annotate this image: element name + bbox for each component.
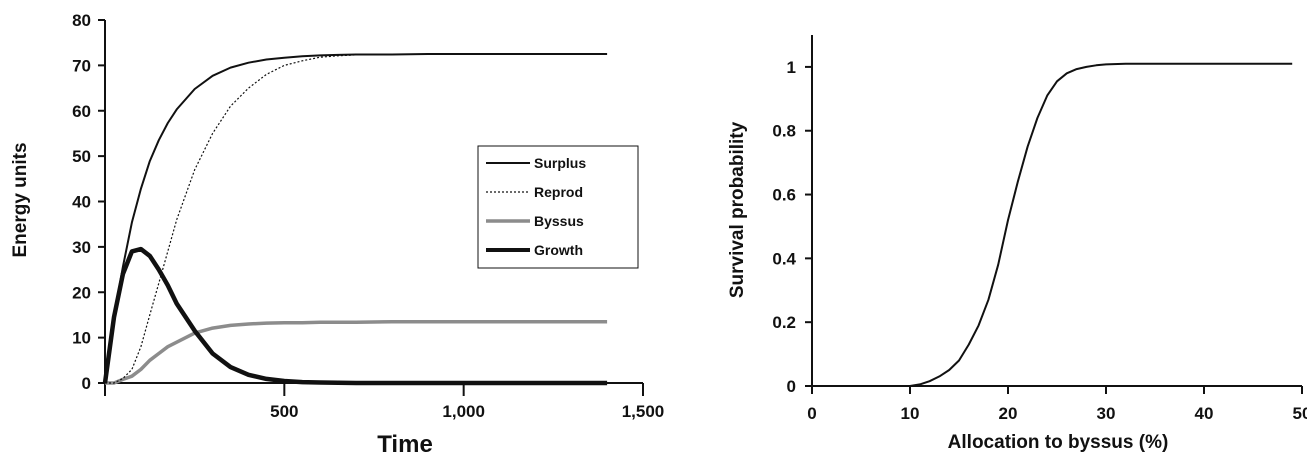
left-y-tick-label: 70 xyxy=(72,56,91,75)
right-x-tick-label: 30 xyxy=(1097,404,1116,423)
legend: Surplus Reprod Byssus Growth xyxy=(477,145,639,269)
legend-label-growth: Growth xyxy=(534,242,583,258)
left-x-tick-label: 1,500 xyxy=(622,402,665,421)
left-y-tick-label: 80 xyxy=(72,11,91,30)
right-x-tick-label: 50 xyxy=(1293,404,1307,423)
left-y-tick-label: 30 xyxy=(72,238,91,257)
left-y-tick-label: 60 xyxy=(72,102,91,121)
left-tick-group: 0 10 20 30 40 50 60 70 80 500 1,000 1,500 xyxy=(72,11,664,421)
right-y-axis-title: Survival probability xyxy=(727,121,748,298)
series-line-byssus xyxy=(105,319,608,385)
left-series-group xyxy=(102,53,608,386)
left-y-tick-label: 20 xyxy=(72,283,91,302)
legend-label-byssus: Byssus xyxy=(534,213,584,229)
right-x-tick-label: 0 xyxy=(807,404,816,423)
series-line-surplus xyxy=(104,53,608,384)
left-y-tick-label: 50 xyxy=(72,147,91,166)
legend-items: Surplus Reprod Byssus Growth xyxy=(486,155,586,258)
left-y-tick-label: 0 xyxy=(82,374,91,393)
left-x-axis-title: Time xyxy=(377,431,433,458)
energy-chart: 0 10 20 30 40 50 60 70 80 500 1,000 1,500 Time Ener… xyxy=(10,11,664,458)
legend-label-reprod: Reprod xyxy=(534,184,583,200)
series-line-survival xyxy=(909,62,1293,387)
right-y-tick-label: 1 xyxy=(787,58,796,77)
right-y-tick-label: 0.4 xyxy=(772,249,796,268)
right-x-tick-label: 20 xyxy=(999,404,1018,423)
right-y-tick-label: 0 xyxy=(787,377,796,396)
right-x-axis-title: Allocation to byssus (%) xyxy=(948,432,1169,453)
right-x-tick-label: 10 xyxy=(901,404,920,423)
legend-label-surplus: Surplus xyxy=(534,155,586,171)
right-y-tick-label: 0.6 xyxy=(772,186,796,205)
left-x-tick-label: 1,000 xyxy=(442,402,485,421)
series-line-growth xyxy=(102,246,608,386)
right-x-tick-label: 40 xyxy=(1195,404,1214,423)
survival-chart: 00.20.40.60.810 10 20 30 40 50 Allocation to … xyxy=(727,35,1307,453)
left-x-tick-label: 500 xyxy=(270,402,298,421)
right-tick-group: 00.20.40.60.810 10 20 30 40 50 xyxy=(772,58,1307,423)
left-y-axis-title: Energy units xyxy=(10,142,31,257)
legend-box xyxy=(477,145,639,269)
left-y-tick-label: 10 xyxy=(72,329,91,348)
right-series-group xyxy=(909,62,1293,387)
right-y-tick-label: 0.8 xyxy=(772,122,796,141)
right-y-tick-label: 0.2 xyxy=(772,313,796,332)
left-y-tick-label: 40 xyxy=(72,193,91,212)
